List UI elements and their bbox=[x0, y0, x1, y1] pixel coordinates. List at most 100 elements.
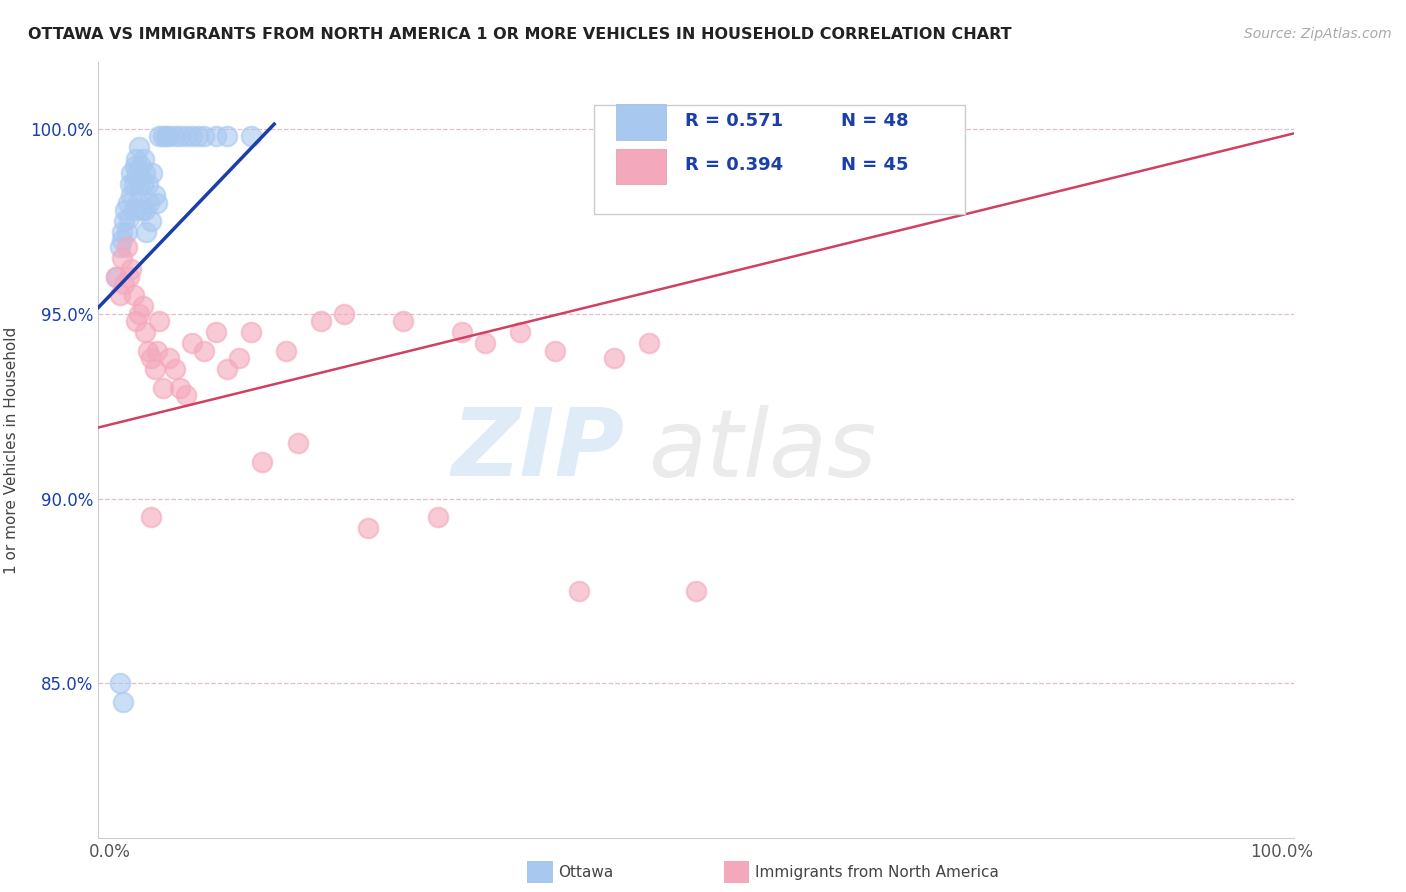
Point bbox=[134, 325, 156, 339]
Point bbox=[450, 325, 472, 339]
Point bbox=[132, 152, 156, 166]
Point bbox=[122, 178, 145, 192]
Point bbox=[174, 388, 197, 402]
Point bbox=[120, 166, 142, 180]
Point bbox=[143, 362, 166, 376]
Point bbox=[115, 226, 138, 240]
Text: N = 48: N = 48 bbox=[841, 112, 908, 129]
Point bbox=[120, 178, 141, 192]
Point bbox=[638, 336, 661, 351]
Text: Ottawa: Ottawa bbox=[558, 865, 613, 880]
Point bbox=[143, 188, 166, 202]
Point bbox=[108, 288, 131, 302]
FancyBboxPatch shape bbox=[595, 105, 965, 214]
Point bbox=[174, 129, 197, 144]
Point bbox=[131, 203, 153, 218]
Point bbox=[127, 195, 149, 210]
Point bbox=[157, 351, 180, 365]
Point bbox=[128, 178, 150, 192]
Point bbox=[120, 188, 142, 202]
Point bbox=[287, 436, 309, 450]
Point bbox=[163, 362, 186, 376]
Text: R = 0.571: R = 0.571 bbox=[685, 112, 783, 129]
Point bbox=[181, 129, 204, 144]
Point bbox=[155, 129, 177, 144]
Point bbox=[105, 269, 128, 284]
Text: atlas: atlas bbox=[648, 405, 876, 496]
Point bbox=[111, 252, 134, 266]
Point bbox=[252, 454, 274, 468]
Point bbox=[392, 314, 415, 328]
Point bbox=[112, 214, 135, 228]
Point bbox=[509, 325, 531, 339]
Point bbox=[239, 325, 262, 339]
Point bbox=[357, 521, 380, 535]
Point bbox=[217, 129, 239, 144]
Point bbox=[217, 362, 239, 376]
FancyBboxPatch shape bbox=[616, 149, 666, 185]
Point bbox=[120, 262, 142, 277]
Point bbox=[181, 336, 204, 351]
Point bbox=[274, 343, 297, 358]
Point bbox=[118, 269, 141, 284]
Point bbox=[124, 159, 146, 173]
Point bbox=[204, 129, 226, 144]
Point bbox=[141, 166, 163, 180]
Point bbox=[146, 343, 169, 358]
Text: OTTAWA VS IMMIGRANTS FROM NORTH AMERICA 1 OR MORE VEHICLES IN HOUSEHOLD CORRELAT: OTTAWA VS IMMIGRANTS FROM NORTH AMERICA … bbox=[28, 27, 1012, 42]
Point bbox=[129, 159, 152, 173]
Point bbox=[193, 129, 215, 144]
Text: Source: ZipAtlas.com: Source: ZipAtlas.com bbox=[1244, 27, 1392, 41]
Point bbox=[122, 288, 145, 302]
Point bbox=[474, 336, 496, 351]
Point bbox=[114, 203, 136, 218]
Point bbox=[111, 226, 134, 240]
Point bbox=[603, 351, 626, 365]
Point bbox=[111, 233, 134, 247]
Point bbox=[136, 343, 159, 358]
Point bbox=[136, 178, 159, 192]
Point bbox=[112, 277, 135, 292]
Point bbox=[108, 676, 131, 690]
Point bbox=[128, 140, 150, 154]
Point bbox=[148, 314, 170, 328]
Point bbox=[125, 314, 148, 328]
Point bbox=[127, 166, 149, 180]
Y-axis label: 1 or more Vehicles in Household: 1 or more Vehicles in Household bbox=[4, 326, 20, 574]
Point bbox=[239, 129, 262, 144]
Point bbox=[115, 240, 138, 254]
Point bbox=[169, 129, 191, 144]
Point bbox=[568, 583, 591, 598]
Point bbox=[169, 381, 191, 395]
Point bbox=[146, 195, 169, 210]
Point bbox=[141, 351, 163, 365]
Text: Immigrants from North America: Immigrants from North America bbox=[755, 865, 998, 880]
Point bbox=[427, 510, 450, 524]
Point bbox=[132, 178, 155, 192]
Point bbox=[163, 129, 186, 144]
Point bbox=[187, 129, 209, 144]
Point bbox=[138, 195, 160, 210]
FancyBboxPatch shape bbox=[616, 104, 666, 140]
Point bbox=[122, 203, 145, 218]
Point bbox=[134, 166, 156, 180]
Point bbox=[309, 314, 332, 328]
Point bbox=[157, 129, 180, 144]
Point bbox=[333, 307, 356, 321]
Point bbox=[117, 195, 139, 210]
Point bbox=[544, 343, 567, 358]
Text: R = 0.394: R = 0.394 bbox=[685, 156, 783, 174]
Point bbox=[152, 129, 174, 144]
Point bbox=[108, 240, 131, 254]
Point bbox=[118, 211, 141, 225]
Point bbox=[105, 269, 128, 284]
Text: N = 45: N = 45 bbox=[841, 156, 908, 174]
Point bbox=[152, 381, 174, 395]
Point bbox=[141, 214, 163, 228]
Point bbox=[135, 226, 157, 240]
Point bbox=[134, 203, 156, 218]
Point bbox=[125, 152, 148, 166]
Point bbox=[148, 129, 170, 144]
Point bbox=[112, 695, 135, 709]
Point bbox=[141, 510, 163, 524]
